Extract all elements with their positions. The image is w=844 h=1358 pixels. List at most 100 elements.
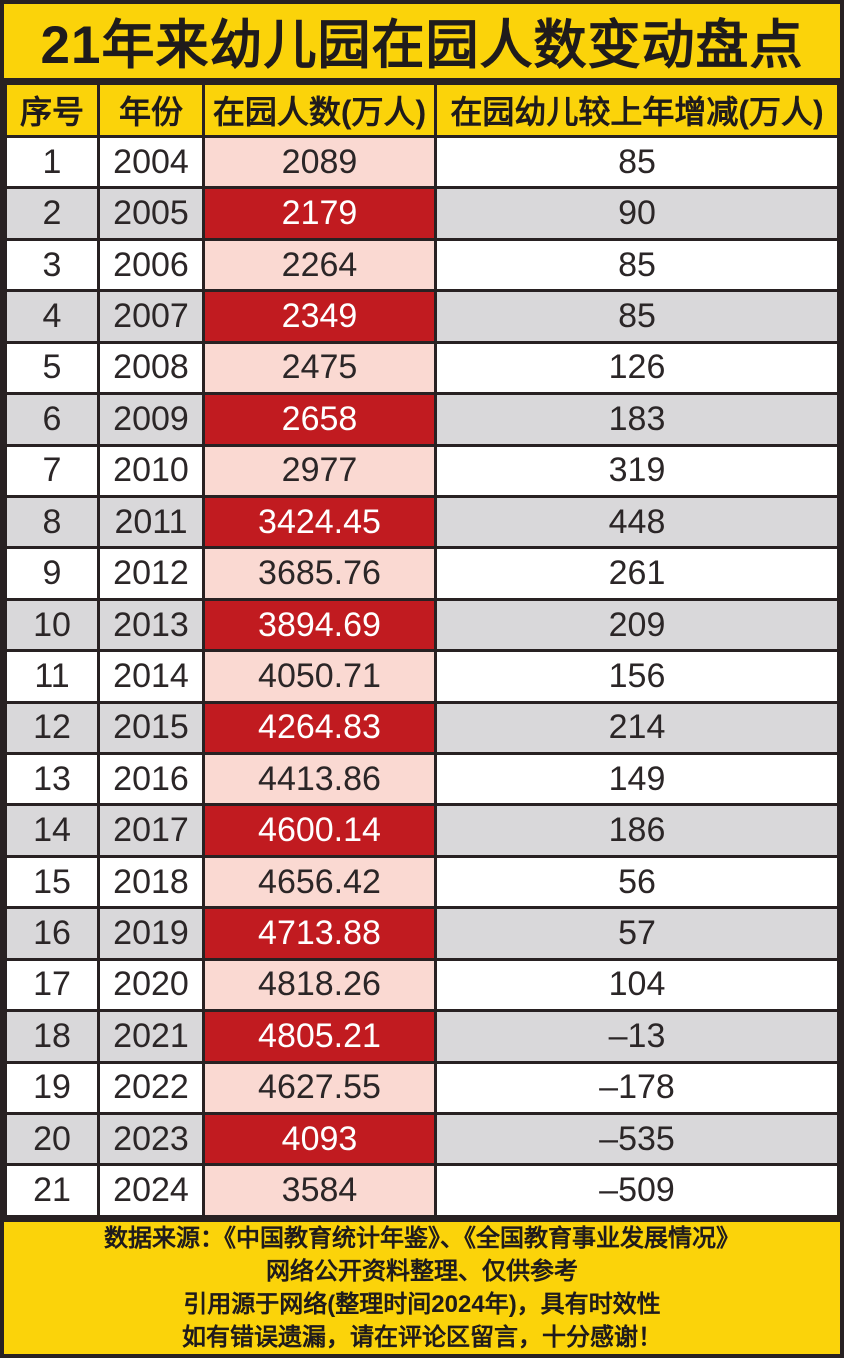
cell-year: 2018 [97,854,205,910]
cell-change: 183 [434,392,840,447]
table-row: 10 2013 3894.69 209 [4,597,840,653]
cell-enrollment: 4713.88 [202,906,437,961]
table-body: 1 2004 2089 85 2 2005 2179 90 3 2006 2264 85 4 2007 23… [4,134,840,1218]
footer-line-thanks: 如有错误遗漏，请在评论区留言，十分感谢！ [182,1324,662,1351]
cell-year: 2024 [97,1163,205,1218]
cell-enrollment: 4600.14 [202,803,437,858]
cell-change: 186 [434,803,840,858]
cell-index: 19 [4,1060,100,1116]
table-row: 16 2019 4713.88 57 [4,906,840,961]
cell-enrollment: 3685.76 [202,546,437,601]
table-row: 4 2007 2349 85 [4,289,840,344]
cell-enrollment: 4627.55 [202,1060,437,1116]
cell-index: 8 [4,494,100,550]
table-row: 12 2015 4264.83 214 [4,700,840,756]
table-row: 15 2018 4656.42 56 [4,854,840,910]
cell-change: 209 [434,597,840,653]
cell-change: 57 [434,906,840,961]
cell-change: 149 [434,752,840,807]
cell-enrollment: 2977 [202,443,437,498]
table-row: 8 2011 3424.45 448 [4,494,840,550]
cell-enrollment: 2179 [202,186,437,241]
cell-enrollment: 3584 [202,1163,437,1218]
cell-change: 90 [434,186,840,241]
cell-change: –535 [434,1112,840,1167]
cell-year: 2007 [97,289,205,344]
cell-change: 126 [434,340,840,396]
table-row: 5 2008 2475 126 [4,340,840,396]
cell-enrollment: 4050.71 [202,649,437,704]
table-row: 18 2021 4805.21 –13 [4,1009,840,1064]
cell-year: 2012 [97,546,205,601]
cell-enrollment: 4818.26 [202,957,437,1013]
cell-enrollment: 2264 [202,237,437,293]
cell-change: 85 [434,134,840,190]
cell-index: 6 [4,392,100,447]
cell-year: 2022 [97,1060,205,1116]
header-year: 年份 [97,82,205,138]
cell-change: 214 [434,700,840,756]
cell-index: 4 [4,289,100,344]
cell-year: 2011 [97,494,205,550]
cell-enrollment: 3894.69 [202,597,437,653]
table-row: 9 2012 3685.76 261 [4,546,840,601]
table-row: 3 2006 2264 85 [4,237,840,293]
header-change: 在园幼儿较上年增减(万人) [434,82,840,138]
cell-year: 2023 [97,1112,205,1167]
cell-index: 21 [4,1163,100,1218]
cell-change: 261 [434,546,840,601]
cell-enrollment: 2089 [202,134,437,190]
table-row: 20 2023 4093 –535 [4,1112,840,1167]
cell-index: 14 [4,803,100,858]
table-row: 7 2010 2977 319 [4,443,840,498]
cell-enrollment: 2658 [202,392,437,447]
cell-enrollment: 4264.83 [202,700,437,756]
table-row: 6 2009 2658 183 [4,392,840,447]
cell-year: 2004 [97,134,205,190]
cell-index: 9 [4,546,100,601]
cell-index: 15 [4,854,100,910]
cell-year: 2005 [97,186,205,241]
table-header: 序号 年份 在园人数(万人) 在园幼儿较上年增减(万人) [4,82,840,138]
cell-index: 3 [4,237,100,293]
cell-index: 13 [4,752,100,807]
footer-line-timeliness: 引用源于网络(整理时间2024年)，具有时效性 [183,1291,661,1318]
table-row: 19 2022 4627.55 –178 [4,1060,840,1116]
table-row: 2 2005 2179 90 [4,186,840,241]
cell-index: 12 [4,700,100,756]
cell-index: 1 [4,134,100,190]
cell-index: 17 [4,957,100,1013]
cell-change: 85 [434,289,840,344]
cell-enrollment: 4805.21 [202,1009,437,1064]
cell-change: 319 [434,443,840,498]
footer-line-source: 数据来源：《中国教育统计年鉴》、《全国教育事业发展情况》 [104,1225,740,1252]
cell-year: 2009 [97,392,205,447]
footer-line-reference: 网络公开资料整理、仅供参考 [266,1258,578,1285]
cell-index: 2 [4,186,100,241]
cell-change: –509 [434,1163,840,1218]
cell-index: 20 [4,1112,100,1167]
table-row: 1 2004 2089 85 [4,134,840,190]
cell-year: 2021 [97,1009,205,1064]
cell-index: 7 [4,443,100,498]
cell-year: 2019 [97,906,205,961]
cell-index: 11 [4,649,100,704]
cell-change: 104 [434,957,840,1013]
cell-year: 2014 [97,649,205,704]
footer-notes: 数据来源：《中国教育统计年鉴》、《全国教育事业发展情况》 网络公开资料整理、仅供… [4,1218,840,1354]
cell-index: 5 [4,340,100,396]
cell-year: 2006 [97,237,205,293]
header-enrollment: 在园人数(万人) [202,82,437,138]
cell-year: 2010 [97,443,205,498]
cell-enrollment: 3424.45 [202,494,437,550]
cell-enrollment: 2475 [202,340,437,396]
header-index: 序号 [4,82,100,138]
cell-change: 448 [434,494,840,550]
table-row: 13 2016 4413.86 149 [4,752,840,807]
cell-index: 18 [4,1009,100,1064]
cell-year: 2020 [97,957,205,1013]
cell-index: 10 [4,597,100,653]
cell-year: 2017 [97,803,205,858]
table-row: 17 2020 4818.26 104 [4,957,840,1013]
